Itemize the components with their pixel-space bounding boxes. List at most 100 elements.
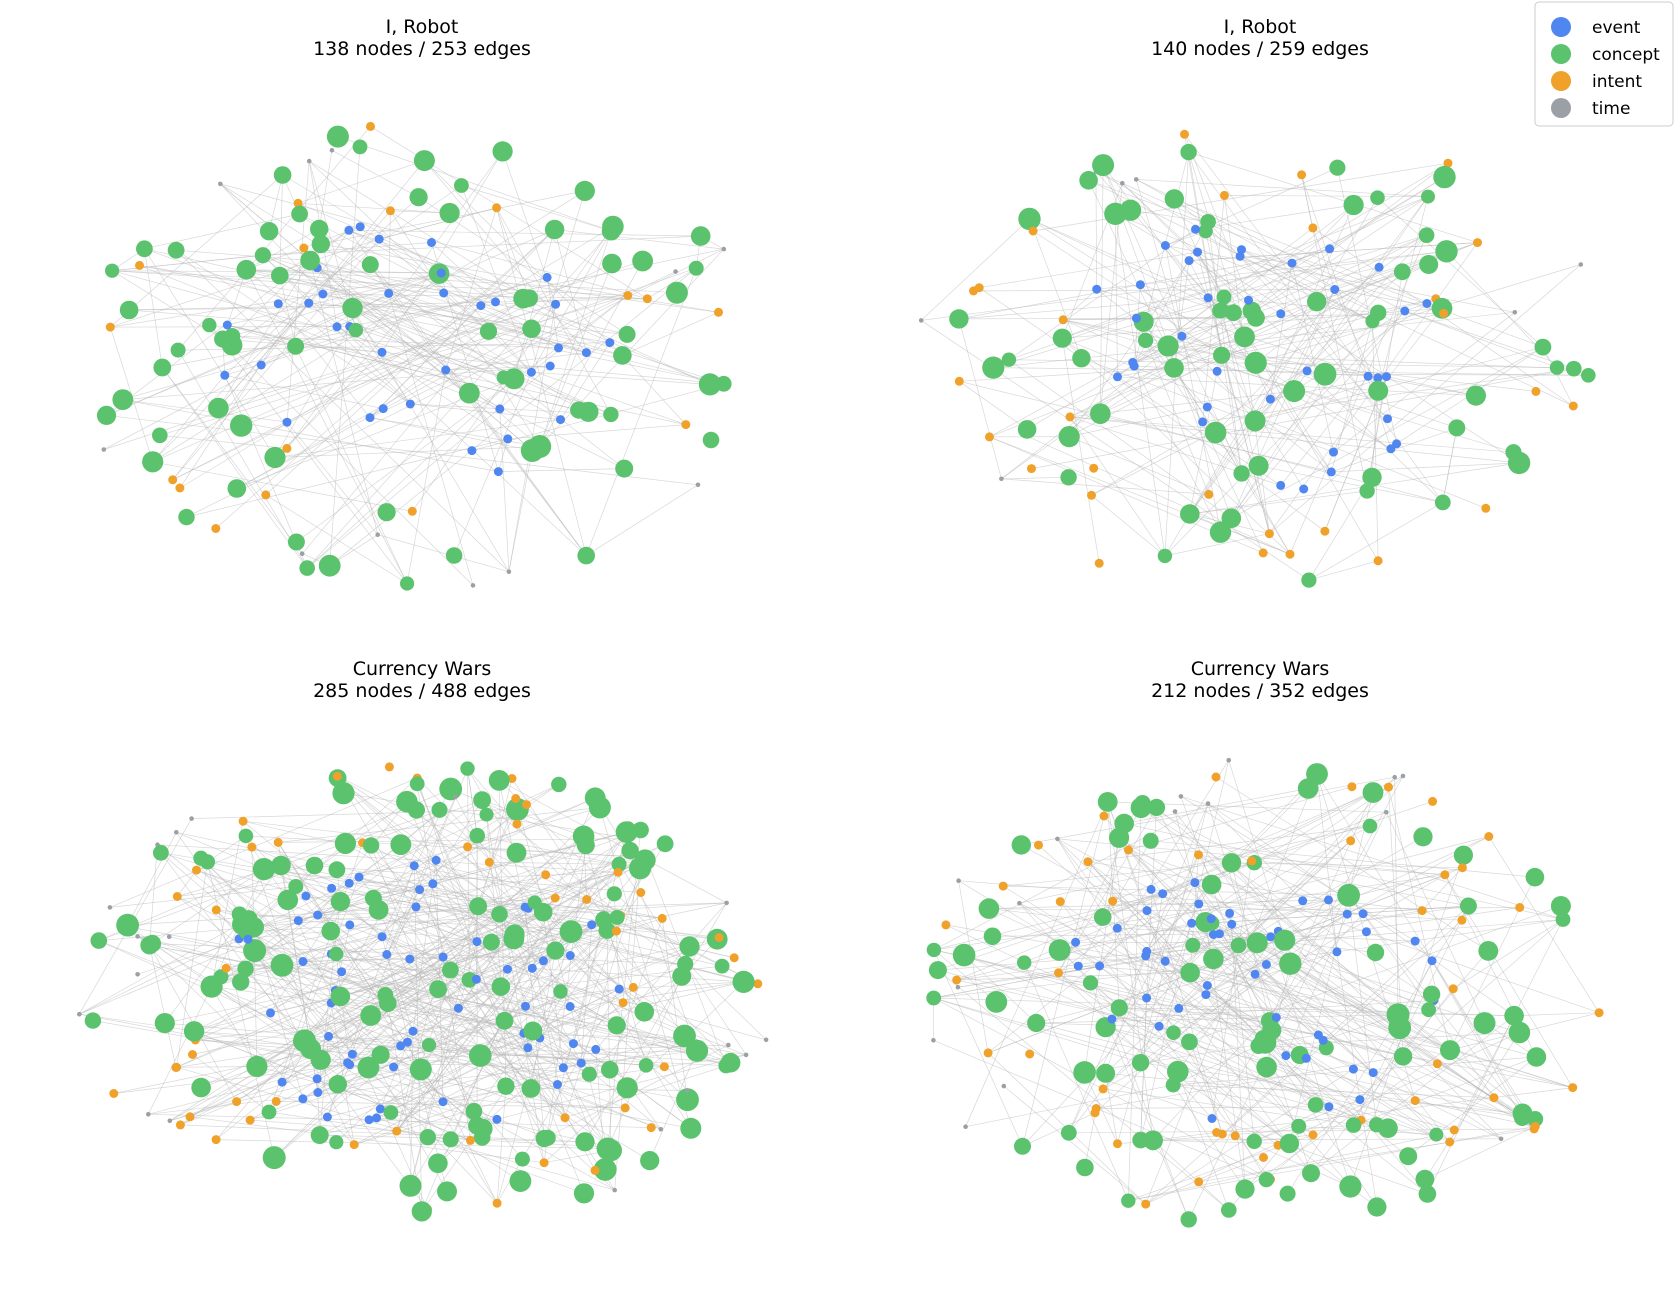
graph-edge xyxy=(933,949,1319,1036)
graph-node-concept xyxy=(1362,467,1382,488)
graph-node-concept xyxy=(1167,1060,1189,1083)
graph-edge xyxy=(1173,1084,1494,1099)
graph-edge xyxy=(1207,985,1523,1114)
graph-edge xyxy=(1062,248,1330,339)
graph-edge xyxy=(1324,376,1387,532)
graph-edge xyxy=(1119,1007,1319,1036)
graph-node-event xyxy=(476,301,486,311)
graph-node-concept xyxy=(1209,521,1232,543)
graph-node-event xyxy=(1146,884,1156,894)
graph-node-concept xyxy=(200,975,223,998)
graph-edge xyxy=(137,914,318,975)
graph-node-event xyxy=(471,974,481,984)
graph-node-concept xyxy=(413,150,435,172)
graph-node-event xyxy=(1348,1064,1358,1074)
graph-node-intent xyxy=(1489,1093,1499,1103)
graph-edge xyxy=(1162,775,1404,895)
graph-edge xyxy=(1514,1012,1600,1017)
graph-edge xyxy=(1431,960,1523,1118)
graph-node-intent xyxy=(463,842,473,852)
graph-edge xyxy=(194,969,451,1032)
graph-node-intent xyxy=(1027,464,1036,474)
graph-edge xyxy=(109,777,418,908)
graph-node-concept xyxy=(982,356,1005,379)
graph-node-concept xyxy=(152,427,168,444)
graph-edge xyxy=(445,352,587,371)
graph-node-event xyxy=(1191,224,1200,234)
graph-edge xyxy=(1211,918,1437,1135)
graph-node-intent xyxy=(366,121,375,131)
graph-edge xyxy=(127,832,177,926)
graph-node-intent xyxy=(1347,782,1357,792)
graph-node-event xyxy=(378,404,388,414)
graph-edge xyxy=(243,820,587,900)
graph-edge xyxy=(1254,792,1374,864)
graph-edge xyxy=(1221,354,1536,392)
graph-edge xyxy=(122,365,551,400)
graph-node-event xyxy=(375,1104,385,1114)
graph-edge xyxy=(216,909,498,1204)
graph-edge xyxy=(113,988,620,1094)
graph-edge xyxy=(1057,838,1312,1174)
graph-node-intent xyxy=(611,926,621,936)
graph-node-concept xyxy=(1201,874,1222,895)
graph-node-intent xyxy=(1432,1059,1442,1069)
graph-node-concept xyxy=(504,924,525,945)
graph-node-concept xyxy=(361,256,379,274)
graph-node-intent xyxy=(1083,857,1093,867)
graph-node-concept xyxy=(396,790,418,813)
graph-node-intent xyxy=(954,376,964,386)
graph-node-time xyxy=(763,1037,769,1043)
graph-node-intent xyxy=(332,771,342,781)
graph-edge xyxy=(302,956,444,962)
graph-edge xyxy=(1221,354,1574,370)
graph-node-event xyxy=(1112,923,1122,933)
graph-edge xyxy=(933,965,1100,999)
graph-edge xyxy=(1026,435,1291,555)
graph-node-concept xyxy=(428,1153,448,1174)
graph-node-intent xyxy=(211,1135,221,1145)
graph-node-concept xyxy=(237,960,254,977)
graph-node-concept xyxy=(1514,1109,1531,1127)
graph-edge xyxy=(920,218,1030,321)
graph-edge xyxy=(1207,803,1515,1016)
graph-edge xyxy=(1222,905,1469,1135)
graph-node-intent xyxy=(168,475,178,485)
graph-edge xyxy=(480,1055,612,1148)
graph-node-event xyxy=(298,1094,308,1104)
graph-edge xyxy=(215,996,341,1140)
graph-node-intent xyxy=(560,1113,570,1123)
graph-node-concept xyxy=(680,1117,702,1139)
graph-edge xyxy=(148,1113,652,1128)
graph-node-time xyxy=(1205,801,1211,806)
graph-edge xyxy=(640,892,698,1051)
graph-node-concept xyxy=(1204,421,1227,444)
graph-node-intent xyxy=(1099,811,1109,821)
graph-node-concept xyxy=(330,986,351,1007)
graph-node-event xyxy=(581,348,591,358)
graph-edge xyxy=(937,801,1433,971)
graph-edge xyxy=(1318,1034,1438,1065)
graph-edge xyxy=(160,852,306,897)
graph-node-event xyxy=(298,957,308,966)
graph-node-intent xyxy=(385,206,395,216)
panel-subtitle: 138 nodes / 253 edges xyxy=(313,38,531,60)
graph-node-event xyxy=(384,288,394,298)
graph-node-time xyxy=(306,158,312,164)
graph-node-event xyxy=(605,338,615,348)
graph-edge xyxy=(1100,196,1429,414)
graph-edge xyxy=(273,934,515,1158)
graph-edge xyxy=(1254,376,1387,422)
graph-node-concept xyxy=(634,1002,655,1022)
graph-node-concept xyxy=(454,178,469,193)
graph-edge xyxy=(306,378,515,569)
graph-node-concept xyxy=(928,961,947,980)
graph-edge xyxy=(1146,951,1351,1187)
graph-edge xyxy=(306,365,551,569)
graph-edge xyxy=(531,295,629,373)
graph-node-concept xyxy=(421,1037,437,1053)
graph-node-concept xyxy=(574,180,595,201)
graph-node-event xyxy=(411,902,421,912)
graph-node-event xyxy=(1202,981,1212,990)
